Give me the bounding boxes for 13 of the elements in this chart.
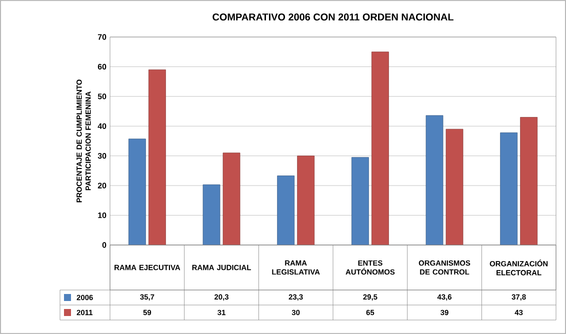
bar [297, 156, 315, 245]
bar [446, 128, 464, 245]
bar [371, 52, 389, 245]
bar [520, 117, 538, 245]
bar [202, 184, 220, 245]
bar [351, 157, 369, 245]
bar [277, 176, 295, 245]
bar [222, 152, 240, 245]
bar [148, 69, 166, 245]
bar [128, 138, 146, 245]
bar [426, 115, 444, 245]
chart-title: COMPARATIVO 2006 CON 2011 ORDEN NACIONAL [212, 13, 454, 21]
bar [500, 132, 518, 245]
